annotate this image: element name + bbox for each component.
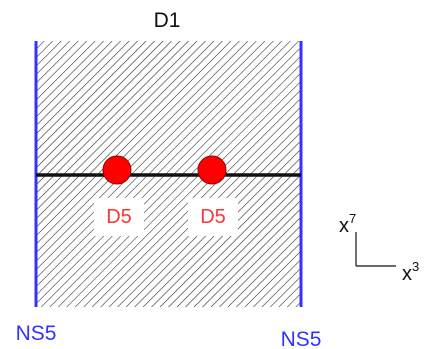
d1-label: D1 [154, 9, 181, 32]
ns5-label-right: NS5 [281, 328, 322, 349]
d5-label-left: D5 [106, 206, 132, 228]
d5-label-right: D5 [200, 206, 226, 228]
axis-label-vertical: x7 [339, 211, 356, 237]
d5-label-box-right [188, 198, 238, 236]
d5-dot-right [197, 155, 227, 185]
d5-label-box-left [94, 198, 144, 236]
axis-label-horizontal: x3 [402, 259, 419, 285]
ns5-label-left: NS5 [16, 322, 57, 345]
d5-dot-left [102, 155, 132, 185]
